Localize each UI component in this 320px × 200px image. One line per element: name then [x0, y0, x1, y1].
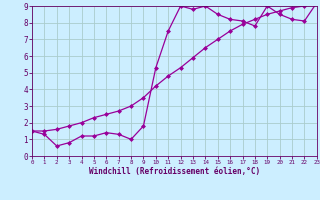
X-axis label: Windchill (Refroidissement éolien,°C): Windchill (Refroidissement éolien,°C) — [89, 167, 260, 176]
